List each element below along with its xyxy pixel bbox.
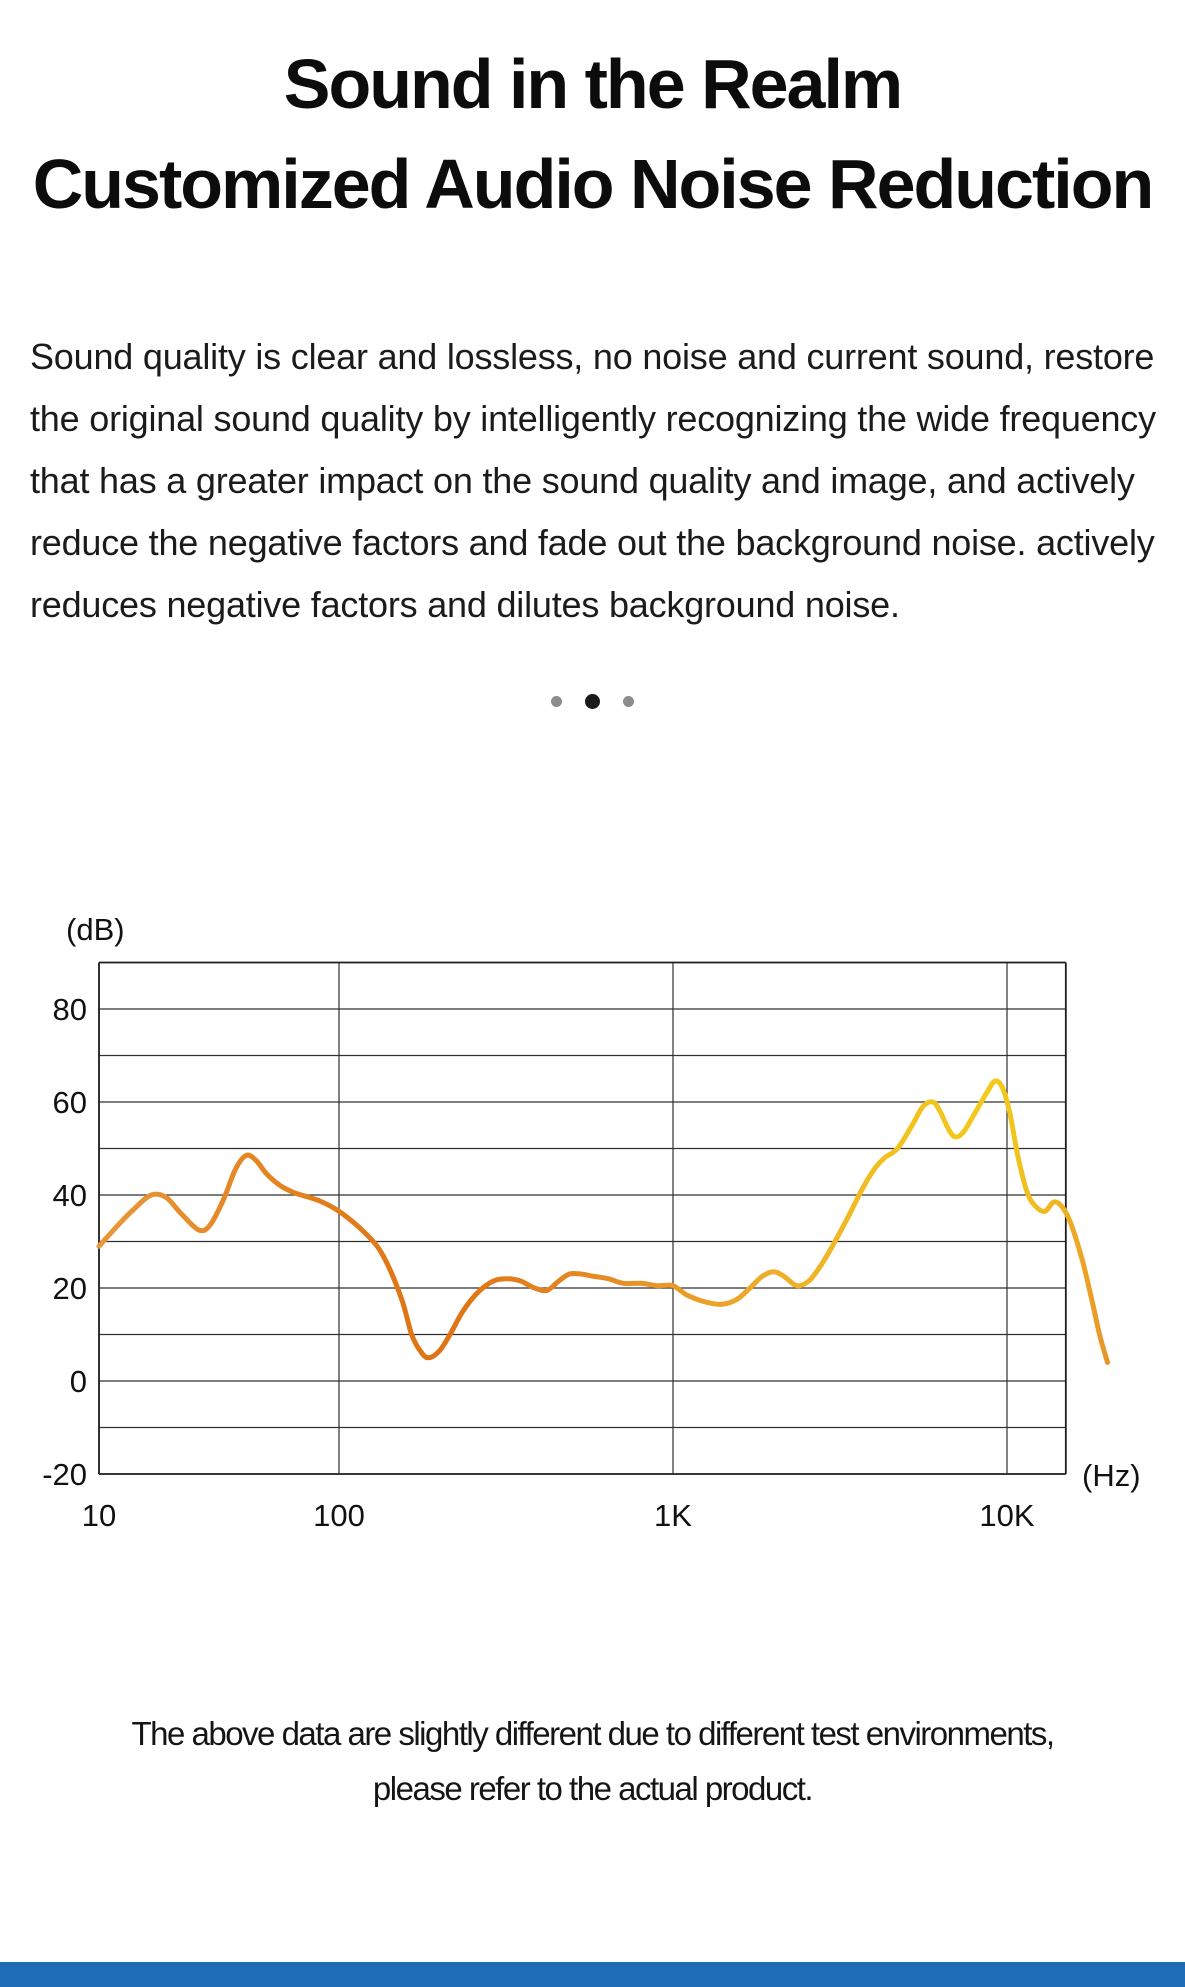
frequency-response-curve [96,1078,1110,1365]
x-tick-label: 100 [313,1498,365,1533]
title-line-1: Sound in the Realm [283,45,903,123]
title-line-2: Customized Audio Noise Reduction [32,145,1155,223]
page-title: Sound in the Realm Customized Audio Nois… [0,34,1185,234]
footer-note: The above data are slightly different du… [0,1706,1185,1816]
footer-note-line-2: please refer to the actual product. [372,1770,814,1807]
y-tick-label: 20 [53,1271,87,1306]
y-axis-unit-label: (dB) [66,912,125,947]
y-tick-label: 0 [70,1364,87,1399]
x-axis-unit-label: (Hz) [1082,1458,1141,1493]
y-tick-label: -20 [42,1457,87,1492]
footer-note-line-1: The above data are slightly different du… [131,1715,1055,1752]
intro-paragraph: Sound quality is clear and lossless, no … [30,336,1156,625]
x-tick-label: 1K [654,1498,692,1533]
y-tick-label: 60 [53,1085,87,1120]
bottom-accent-bar [0,1962,1185,1987]
y-tick-label: 40 [53,1178,87,1213]
carousel-dot[interactable] [551,696,562,707]
x-tick-label: 10 [82,1498,116,1533]
carousel-dot[interactable] [623,696,634,707]
y-tick-label: 80 [53,992,87,1027]
carousel-dot[interactable] [585,694,600,709]
chart-grid [98,961,1067,1475]
carousel-dots [0,694,1185,709]
x-tick-label: 10K [979,1498,1034,1533]
